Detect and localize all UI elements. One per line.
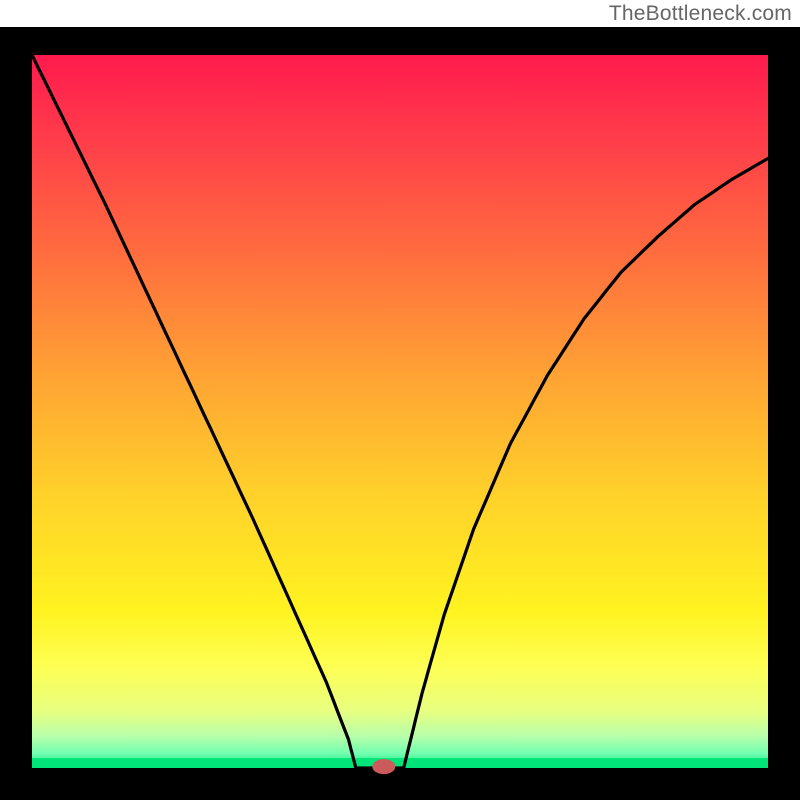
optimum-marker <box>373 760 395 774</box>
bottleneck-chart <box>0 0 800 800</box>
chart-stage: TheBottleneck.com <box>0 0 800 800</box>
plot-area <box>32 55 768 768</box>
watermark-text: TheBottleneck.com <box>609 2 792 26</box>
